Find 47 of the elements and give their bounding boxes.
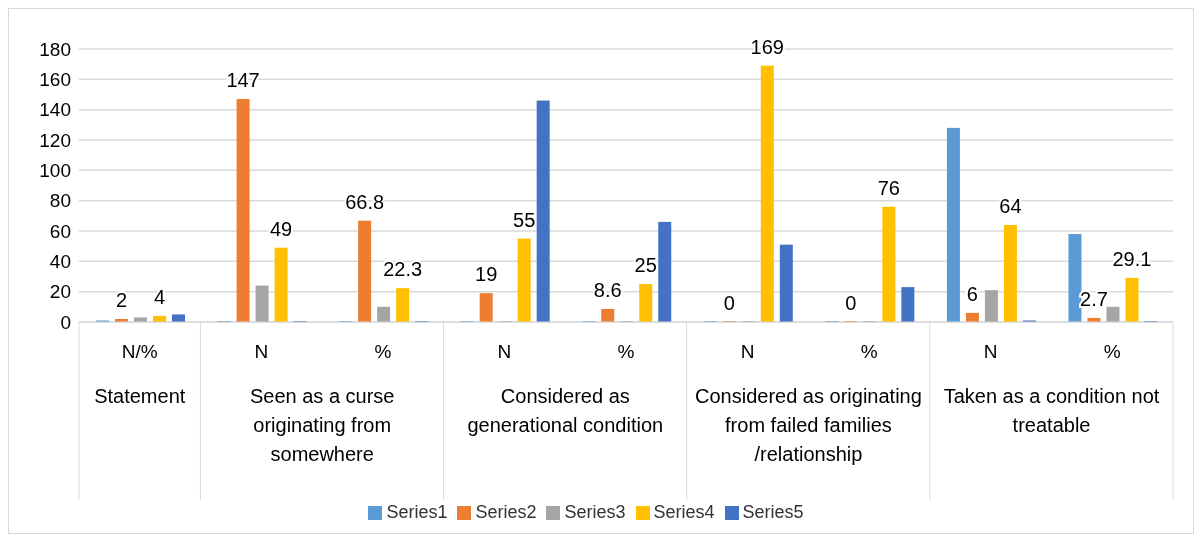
data-label: 147 [226,69,260,92]
x-tick-label: N [497,341,512,362]
data-label: 64 [999,194,1022,217]
legend-label: Series3 [564,502,626,522]
x-tick-label: % [1103,341,1121,362]
text: Considered as originating from failed families /relationship [694,384,923,467]
x-tick-label: N [740,341,755,362]
x-tick-label: N [254,341,269,362]
data-label: 8.6 [593,278,622,301]
legend-label: Series2 [475,502,537,522]
data-label: 4 [153,285,166,308]
data-label: 49 [269,217,293,240]
y-tick-label: 80 [49,190,71,212]
legend-label: Series1 [386,502,448,522]
y-tick-label: 140 [39,99,71,121]
data-label: 6 [966,282,978,305]
data-label: 55 [513,208,536,231]
data-label: 66.8 [345,190,385,213]
y-tick-label: 120 [39,129,71,151]
data-label: 0 [723,292,735,314]
data-label: 76 [877,176,900,199]
x-tick-label: % [374,341,392,362]
x-tick-label: N/% [121,341,158,362]
x-tick-label: % [617,341,635,362]
data-label: 29.1 [1112,247,1152,270]
y-tick-label: 60 [49,220,71,242]
x-tick-label: N [983,341,998,362]
data-label: 25 [634,254,657,277]
y-tick-label: 40 [49,251,71,273]
text: Seen as a curse originating from somewhere [248,384,396,467]
data-label: 19 [475,263,498,286]
y-tick-label: 160 [39,69,71,91]
y-tick-label: 100 [39,160,71,182]
text: Considered as generational condition [466,384,665,438]
data-label: 2.7 [1080,287,1108,310]
y-tick-label: 20 [49,281,71,303]
data-label: 2 [115,288,128,311]
data-label: 0 [845,292,857,314]
data-label: 22.3 [383,258,423,281]
legend-label: Series5 [742,502,804,522]
text: Statement [93,384,187,409]
x-tick-label: % [860,341,878,362]
data-label: 169 [750,35,784,58]
legend-label: Series4 [653,502,715,522]
y-tick-label: 180 [39,38,71,60]
text: Taken as a condition not treatable [942,384,1161,438]
y-tick-label: 0 [60,311,71,333]
